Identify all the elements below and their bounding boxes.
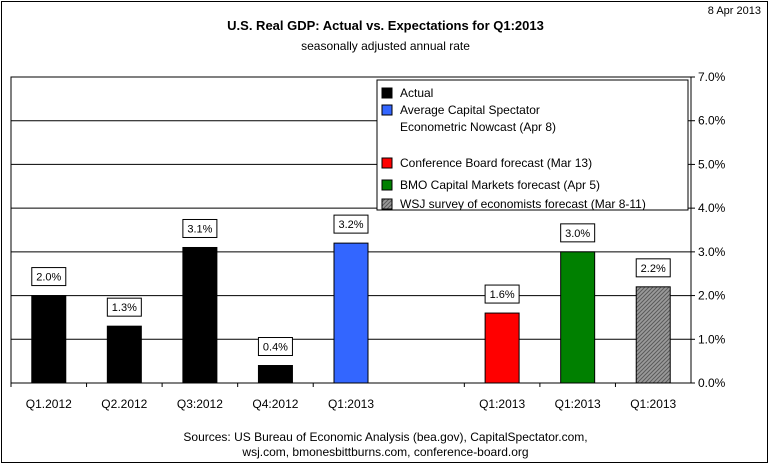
sources-note: Sources: US Bureau of Economic Analysis … [0,430,771,460]
y-tick-label: 7.0% [698,70,726,84]
y-tick-label: 5.0% [698,157,726,171]
bar [484,312,520,384]
y-tick-label: 2.0% [698,289,726,303]
data-label-box [257,337,293,357]
x-tick-label: Q1:2013 [630,397,676,411]
legend-label: Econometric Nowcast (Apr 8) [400,120,556,134]
data-label: 2.2% [641,263,666,275]
bar [31,295,67,384]
data-label-box [182,218,218,238]
x-tick-label: Q2.2012 [101,397,147,411]
chart-subtitle: seasonally adjusted annual rate [301,39,470,53]
bar [257,365,293,384]
bars [31,242,671,384]
data-label-box [635,258,671,278]
bar [182,246,218,384]
legend: Actual Average Capital Spectator Econometr… [376,79,689,211]
legend-swatch [381,87,393,99]
data-label: 0.4% [263,342,288,354]
legend-label: Average Capital Spectator [400,103,540,117]
data-label: 1.6% [490,289,515,301]
chart-date: 8 Apr 2013 [707,5,761,17]
legend-box [376,79,689,211]
bar [333,242,369,384]
x-tick-label: Q1.2012 [26,397,72,411]
y-axis: 0.0% 1.0% 2.0% 3.0% 4.0% 5.0% 6.0% 7.0% [691,70,726,390]
data-label: 3.1% [187,223,212,235]
data-label-box [484,284,520,304]
data-labels: 2.0% 1.3% 3.1% 0.4% 3.2% 1.6% 3.0% 2.2% [31,214,671,357]
data-label-box [560,223,596,243]
bar [560,251,596,384]
legend-swatch [381,104,393,116]
legend-label: Conference Board forecast (Mar 13) [400,156,592,170]
x-tick-label: Q1:2013 [479,397,525,411]
legend-label: BMO Capital Markets forecast (Apr 5) [400,178,600,192]
data-label: 2.0% [36,272,61,284]
data-label: 3.0% [565,228,590,240]
data-label-box [333,214,369,234]
y-tick-label: 0.0% [698,376,726,390]
x-axis: Q1.2012 Q2.2012 Q3:2012 Q4:2012 Q1:2013 Q1:20… [10,383,677,411]
y-tick-label: 4.0% [698,201,726,215]
y-tick-label: 1.0% [698,332,726,346]
chart-title: U.S. Real GDP: Actual vs. Expectations f… [227,18,544,33]
x-tick-label: Q1:2013 [555,397,601,411]
data-label: 1.3% [112,302,137,314]
bar [106,325,142,384]
x-tick-label: Q4:2012 [252,397,298,411]
sources-line-2: wsj.com, bmonesbittburns.com, conference… [242,445,529,459]
legend-swatch [381,198,393,210]
legend-label: Actual [400,86,433,100]
x-tick-label: Q3:2012 [177,397,223,411]
x-tick-label: Q1:2013 [328,397,374,411]
legend-label: WSJ survey of economists forecast (Mar 8… [400,197,646,211]
legend-swatch [381,179,393,191]
data-label: 3.2% [338,219,363,231]
y-tick-label: 6.0% [698,114,726,128]
bar [635,286,671,384]
y-tick-label: 3.0% [698,245,726,259]
data-label-box [31,267,67,287]
data-label-box [106,297,142,317]
legend-swatch [381,157,393,169]
sources-line-1: Sources: US Bureau of Economic Analysis … [183,430,588,444]
